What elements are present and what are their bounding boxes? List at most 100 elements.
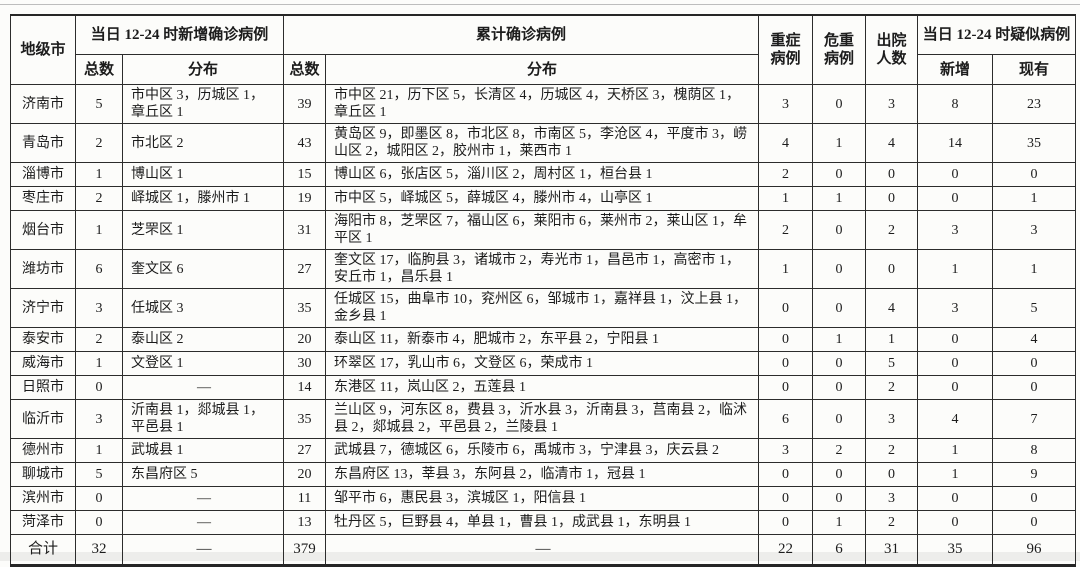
cell-cum-dist: 市中区 21，历下区 5，长清区 4，历城区 4，天桥区 3，槐荫区 1，章丘区… bbox=[324, 84, 760, 124]
cell-critical: 0 bbox=[812, 162, 867, 187]
cell-severe: 1 bbox=[758, 249, 814, 289]
table-row: 菏泽市 0—13 牡丹区 5，巨野县 4，单县 1，曹县 1，成武县 1，东明县 1… bbox=[10, 510, 1077, 535]
cell-city: 德州市 bbox=[10, 438, 76, 463]
covid-cases-table: 地级市 当日 12-24 时新增确诊病例 累计确诊病例 重症 病例 危重 病例 … bbox=[10, 14, 1077, 567]
cell-critical: 0 bbox=[812, 84, 867, 124]
col-header-critical: 危重 病例 bbox=[812, 14, 867, 85]
cell-cum-total: 30 bbox=[283, 351, 326, 376]
cell-severe: 0 bbox=[758, 510, 814, 535]
page-top-rule bbox=[0, 4, 1080, 5]
col-header-city: 地级市 bbox=[10, 14, 76, 85]
cell-discharged: 0 bbox=[865, 162, 919, 187]
cell-new-dist: — bbox=[122, 486, 284, 511]
cell-new-total: 1 bbox=[75, 162, 123, 187]
cell-cum-dist: 武城县 7，德城区 6，乐陵市 6，禹城市 3，宁津县 3，庆云县 2 bbox=[324, 438, 760, 463]
cell-new-dist: — bbox=[122, 510, 284, 535]
cell-cum-total: 20 bbox=[283, 462, 326, 487]
col-header-critical-line1: 危重 bbox=[824, 33, 855, 49]
col-header-new-total: 总数 bbox=[75, 54, 123, 85]
table-row: 济南市 5 市中区 3，历城区 1，章丘区 1 39 市中区 21，历下区 5，长清区 … bbox=[10, 84, 1077, 124]
cell-new-dist: 市中区 3，历城区 1，章丘区 1 bbox=[122, 84, 284, 124]
cell-cum-dist: 东港区 11，岚山区 2，五莲县 1 bbox=[324, 375, 760, 400]
cell-critical: 1 bbox=[812, 327, 867, 352]
cell-new-total: 3 bbox=[75, 288, 123, 328]
col-header-cum-total: 总数 bbox=[283, 54, 326, 85]
cell-susp-new: 0 bbox=[917, 375, 994, 400]
cell-discharged: 2 bbox=[865, 210, 919, 250]
cell-cum-total: 14 bbox=[283, 375, 326, 400]
cell-new-dist: 泰山区 2 bbox=[122, 327, 284, 352]
cell-severe: 2 bbox=[758, 162, 814, 187]
cell-new-total: 0 bbox=[75, 486, 123, 511]
cell-discharged: 3 bbox=[865, 486, 919, 511]
cell-susp-new: 0 bbox=[917, 162, 994, 187]
cell-cum-dist: 市中区 5，峄城区 5，薛城区 4，滕州市 4，山亭区 1 bbox=[324, 186, 760, 211]
col-header-critical-line2: 病例 bbox=[824, 51, 855, 67]
cell-critical: 1 bbox=[812, 123, 867, 163]
cell-new-total: 1 bbox=[75, 351, 123, 376]
cell-new-total: 5 bbox=[75, 84, 123, 124]
cell-susp-new: 0 bbox=[917, 327, 994, 352]
col-header-severe: 重症 病例 bbox=[758, 14, 814, 85]
cell-cum-total: 31 bbox=[283, 210, 326, 250]
cell-susp-new: 1 bbox=[917, 462, 994, 487]
cell-new-dist: 东昌府区 5 bbox=[122, 462, 284, 487]
cell-susp-new: 14 bbox=[917, 123, 994, 163]
cell-severe: 3 bbox=[758, 438, 814, 463]
cell-susp-existing: 35 bbox=[992, 123, 1077, 163]
cell-cum-total: 39 bbox=[283, 84, 326, 124]
cell-severe: 0 bbox=[758, 288, 814, 328]
cell-susp-existing: 1 bbox=[992, 186, 1077, 211]
col-header-severe-line2: 病例 bbox=[770, 51, 801, 67]
cell-susp-existing: 5 bbox=[992, 288, 1077, 328]
cell-new-dist: 任城区 3 bbox=[122, 288, 284, 328]
cell-severe: 3 bbox=[758, 84, 814, 124]
cell-susp-existing: 3 bbox=[992, 210, 1077, 250]
table-row: 淄博市 1 博山区 1 15 博山区 6，张店区 5，淄川区 2，周村区 1，桓台县 1… bbox=[10, 162, 1077, 187]
col-header-severe-line1: 重症 bbox=[770, 33, 801, 49]
table-row: 济宁市 3 任城区 3 35 任城区 15，曲阜市 10，兖州区 6，邹城市 1，嘉祥县… bbox=[10, 288, 1077, 328]
cell-critical: 1 bbox=[812, 510, 867, 535]
cell-new-total: 3 bbox=[75, 399, 123, 439]
cell-discharged: 4 bbox=[865, 288, 919, 328]
cell-discharged: 2 bbox=[865, 510, 919, 535]
table-row: 枣庄市 2 峄城区 1，滕州市 1 19 市中区 5，峄城区 5，薛城区 4，滕州市 4… bbox=[10, 186, 1077, 211]
cell-critical: 0 bbox=[812, 375, 867, 400]
cell-susp-existing: 23 bbox=[992, 84, 1077, 124]
cell-discharged: 1 bbox=[865, 327, 919, 352]
cell-new-dist: 峄城区 1，滕州市 1 bbox=[122, 186, 284, 211]
cell-city: 临沂市 bbox=[10, 399, 76, 439]
cell-cum-dist: 泰山区 11，新泰市 4，肥城市 2，东平县 2，宁阳县 1 bbox=[324, 327, 760, 352]
cell-new-total: 0 bbox=[75, 375, 123, 400]
cell-cum-total: 11 bbox=[283, 486, 326, 511]
cell-critical: 0 bbox=[812, 249, 867, 289]
cell-cum-dist: 博山区 6，张店区 5，淄川区 2，周村区 1，桓台县 1 bbox=[324, 162, 760, 187]
cell-susp-new: 4 bbox=[917, 399, 994, 439]
cell-new-total: 1 bbox=[75, 210, 123, 250]
cell-new-total: 1 bbox=[75, 438, 123, 463]
cell-new-dist: 芝罘区 1 bbox=[122, 210, 284, 250]
cell-severe: 0 bbox=[758, 375, 814, 400]
cell-critical: 0 bbox=[812, 486, 867, 511]
cell-severe: 0 bbox=[758, 486, 814, 511]
cell-susp-existing: 1 bbox=[992, 249, 1077, 289]
cell-new-dist: 博山区 1 bbox=[122, 162, 284, 187]
cell-susp-existing: 0 bbox=[992, 486, 1077, 511]
table-row: 青岛市 2 市北区 2 43 黄岛区 9，即墨区 8，市北区 8，市南区 5，李沧区 4… bbox=[10, 123, 1077, 163]
table-body: 济南市 5 市中区 3，历城区 1，章丘区 1 39 市中区 21，历下区 5，长清区 … bbox=[10, 84, 1077, 566]
cell-cum-total: 35 bbox=[283, 288, 326, 328]
cell-severe: 0 bbox=[758, 351, 814, 376]
cell-new-total: 2 bbox=[75, 327, 123, 352]
col-header-new-distribution: 分布 bbox=[122, 54, 284, 85]
table-row: 泰安市 2 泰山区 2 20 泰山区 11，新泰市 4，肥城市 2，东平县 2，宁阳县 … bbox=[10, 327, 1077, 352]
cell-cum-total: 27 bbox=[283, 249, 326, 289]
cell-susp-new: 0 bbox=[917, 351, 994, 376]
cell-city: 菏泽市 bbox=[10, 510, 76, 535]
col-header-discharged-line2: 人数 bbox=[876, 51, 907, 67]
cell-cum-dist: 邹平市 6，惠民县 3，滨城区 1，阳信县 1 bbox=[324, 486, 760, 511]
cell-city: 聊城市 bbox=[10, 462, 76, 487]
cell-cum-dist: 奎文区 17，临朐县 3，诸城市 2，寿光市 1，昌邑市 1，高密市 1，安丘市… bbox=[324, 249, 760, 289]
table-row: 德州市 1 武城县 1 27 武城县 7，德城区 6，乐陵市 6，禹城市 3，宁津县 3… bbox=[10, 438, 1077, 463]
cell-new-dist: 沂南县 1，郯城县 1，平邑县 1 bbox=[122, 399, 284, 439]
